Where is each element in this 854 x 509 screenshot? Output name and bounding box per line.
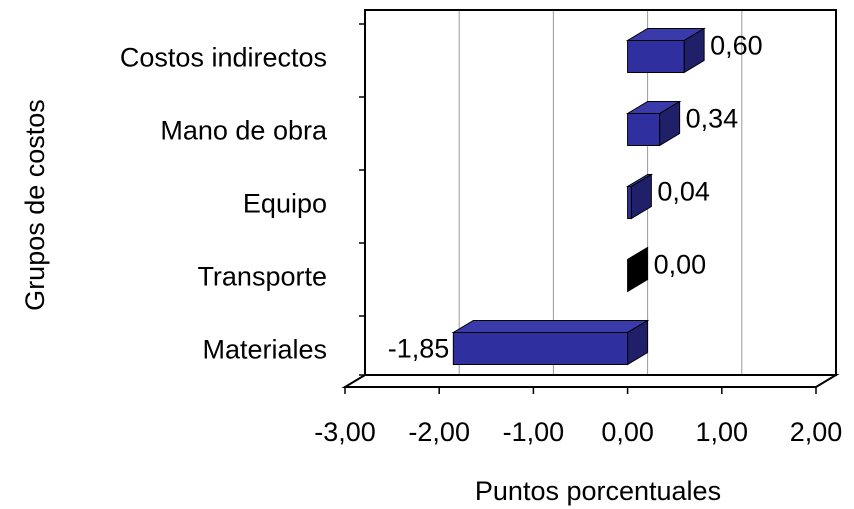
category-label: Equipo xyxy=(243,189,327,219)
data-label: 0,04 xyxy=(657,177,710,207)
bar xyxy=(452,332,629,365)
data-label: -1,85 xyxy=(388,334,450,364)
x-tick-label: -3,00 xyxy=(314,417,376,447)
labels: Costos indirectos 0,60 Mano de obra 0,34 Equ… xyxy=(120,31,842,448)
chart-floor xyxy=(341,374,840,388)
category-label: Mano de obra xyxy=(160,116,328,146)
bar-side xyxy=(627,246,649,293)
x-tick-label: -1,00 xyxy=(503,417,565,447)
x-tick-label: 2,00 xyxy=(790,417,843,447)
data-label: 0,34 xyxy=(686,104,739,134)
bar xyxy=(627,113,661,146)
category-label: Materiales xyxy=(202,335,327,365)
x-tick-label: 1,00 xyxy=(696,417,749,447)
data-label: 0,00 xyxy=(654,250,707,280)
x-tick-label: -2,00 xyxy=(408,417,470,447)
data-label: 0,60 xyxy=(710,31,763,61)
category-label: Transporte xyxy=(197,262,327,292)
bar xyxy=(627,40,685,73)
category-label: Costos indirectos xyxy=(120,43,327,73)
x-tick-label: 0,00 xyxy=(601,417,654,447)
bar-top xyxy=(451,320,650,333)
plot-area-border xyxy=(364,9,837,376)
axis-ticks xyxy=(344,23,817,394)
bar-side xyxy=(630,173,652,220)
bar xyxy=(627,186,632,219)
bars xyxy=(451,27,706,366)
plot-frame xyxy=(364,9,837,376)
x-axis-label: Puntos porcentuales xyxy=(475,476,721,506)
floor-plane xyxy=(341,374,840,388)
y-axis-label: Grupos de costos xyxy=(20,99,50,311)
